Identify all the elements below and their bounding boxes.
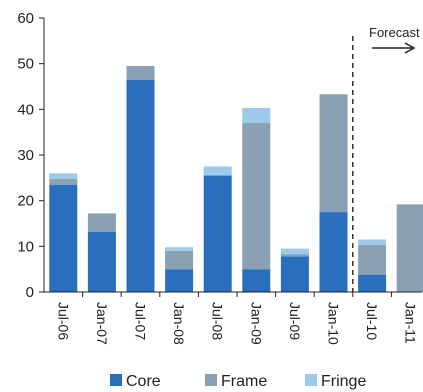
x-tick-label: Jan-08 (171, 302, 187, 345)
legend-swatch-fringe (305, 374, 317, 386)
bar-frame-jul-06 (49, 178, 78, 185)
bar-frame-jul-09 (280, 254, 309, 257)
y-tick-label: 0 (26, 284, 34, 301)
legend-label-core: Core (126, 373, 161, 390)
bar-frame-jan-08 (165, 250, 194, 270)
forecast-arrow-icon (372, 42, 416, 54)
y-axis-ticks: 0 10 20 30 40 50 60 (17, 10, 44, 301)
x-tick-label: Jan-09 (248, 302, 264, 345)
bar-fringe-jul-08 (203, 166, 232, 176)
bar-core-jan-08 (165, 269, 194, 292)
legend-label-frame: Frame (221, 373, 267, 390)
legend-swatch-core (110, 374, 122, 386)
x-tick-label: Jul-10 (364, 302, 380, 340)
x-tick-label: Jan-11 (403, 302, 419, 344)
bar-fringe-jul-06 (49, 173, 78, 179)
bar-fringe-jul-10 (358, 239, 387, 245)
bar-core-jul-08 (203, 175, 232, 292)
x-axis-labels: Jul-06 Jan-07 Jul-07 Jan-08 Jul-08 Jan-09 Jul-… (55, 302, 418, 345)
y-tick-label: 20 (17, 193, 34, 210)
bar-frame-jul-07 (126, 65, 155, 80)
y-tick-label: 10 (17, 238, 34, 255)
bars (49, 65, 423, 293)
x-tick-label: Jan-10 (326, 302, 342, 345)
bar-frame-jan-10 (319, 94, 348, 213)
bar-frame-jan-07 (87, 213, 116, 232)
legend-label-fringe: Fringe (321, 373, 366, 390)
legend-swatch-frame (205, 374, 217, 386)
bar-core-jan-09 (242, 269, 271, 292)
y-tick-label: 40 (17, 101, 34, 118)
x-axis-ticks (82, 292, 392, 297)
bar-frame-jan-09 (242, 123, 271, 270)
y-tick-label: 50 (17, 56, 34, 73)
x-tick-label: Jul-09 (287, 302, 303, 340)
bar-frame-jan-11 (396, 204, 423, 292)
y-tick-label: 30 (17, 147, 34, 164)
x-tick-label: Jul-06 (55, 302, 71, 340)
bar-core-jul-10 (358, 274, 387, 292)
bar-frame-jul-10 (358, 244, 387, 275)
bar-fringe-jul-09 (280, 248, 309, 255)
y-tick-label: 60 (17, 10, 34, 27)
bar-core-jan-07 (87, 231, 116, 292)
bar-core-jul-06 (49, 184, 78, 292)
bar-core-jan-10 (319, 212, 348, 292)
bar-fringe-jan-08 (165, 247, 194, 251)
bar-core-jul-09 (280, 256, 309, 292)
x-tick-label: Jan-07 (94, 302, 110, 345)
x-tick-label: Jul-07 (133, 302, 149, 340)
bar-fringe-jan-09 (242, 107, 271, 124)
legend: Core Frame Fringe (110, 373, 366, 390)
bar-core-jul-07 (126, 79, 155, 293)
x-tick-label: Jul-08 (210, 302, 226, 340)
forecast-label: Forecast (369, 25, 420, 40)
